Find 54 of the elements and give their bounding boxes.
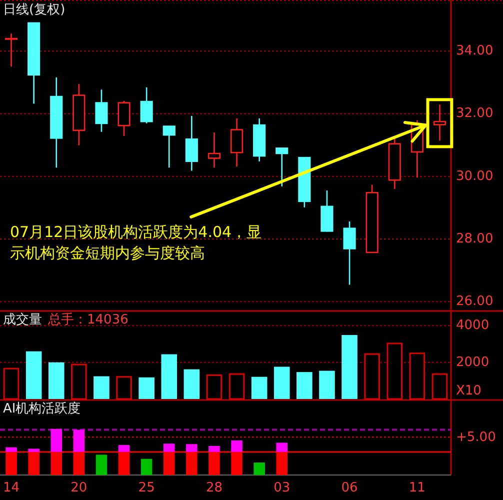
- bar: [71, 364, 87, 400]
- y-tick-label: 26.00: [456, 294, 494, 310]
- bar: [274, 366, 290, 399]
- bar: [254, 462, 265, 475]
- bar: [118, 445, 130, 452]
- x-tick-label: 25: [138, 480, 155, 496]
- bar: [140, 458, 152, 475]
- bar: [96, 454, 108, 475]
- bar: [432, 373, 448, 400]
- bar: [116, 376, 132, 400]
- bar: [364, 353, 380, 400]
- text: +5.00: [456, 430, 496, 445]
- bar: [228, 373, 245, 400]
- bar: [186, 444, 198, 452]
- bar: [206, 374, 222, 400]
- bar: [163, 444, 175, 452]
- x-tick-label: 28: [206, 480, 222, 496]
- y-tick-label: 2000: [456, 354, 490, 370]
- bar: [296, 372, 312, 399]
- bar: [184, 369, 200, 399]
- bar: [231, 440, 242, 452]
- bar: [3, 368, 20, 400]
- x-tick-label: 03: [274, 480, 290, 496]
- x-tick-label: 14: [3, 480, 20, 496]
- y-tick-label: 30.00: [456, 168, 494, 184]
- bar: [251, 376, 268, 399]
- bar: [94, 376, 110, 399]
- annotation: 07月12日该股机构活跃度为4.04，显示机构资金短期内参与度较高: [10, 222, 262, 262]
- bar: [26, 351, 42, 399]
- y-tick-label: 4000: [456, 318, 490, 334]
- chart-title: 成交量: [3, 312, 42, 328]
- bar: [386, 342, 403, 400]
- bar: [48, 362, 64, 399]
- bar: [138, 377, 154, 399]
- chart-title: AI机构活跃度: [3, 400, 81, 416]
- bar: [319, 370, 335, 399]
- bar: [6, 447, 17, 452]
- x-tick-label: 11: [408, 480, 426, 496]
- x-tick-label: 20: [70, 480, 88, 496]
- y-tick-label: 34.00: [456, 44, 494, 59]
- bar: [276, 442, 288, 452]
- bar: [208, 446, 220, 452]
- y-tick-label: 32.00: [456, 106, 494, 122]
- annotation: 总手：14036: [47, 312, 128, 328]
- bar: [161, 354, 178, 399]
- y-tick-label: 28.00: [456, 231, 494, 246]
- bar: [73, 430, 85, 452]
- bar: [409, 352, 426, 400]
- bar: [50, 428, 62, 452]
- bar: [342, 335, 358, 399]
- x-tick-label: 06: [341, 480, 358, 496]
- chart-title: 日线(复权): [3, 2, 66, 18]
- bar: [28, 448, 40, 452]
- text: X10: [456, 384, 482, 398]
